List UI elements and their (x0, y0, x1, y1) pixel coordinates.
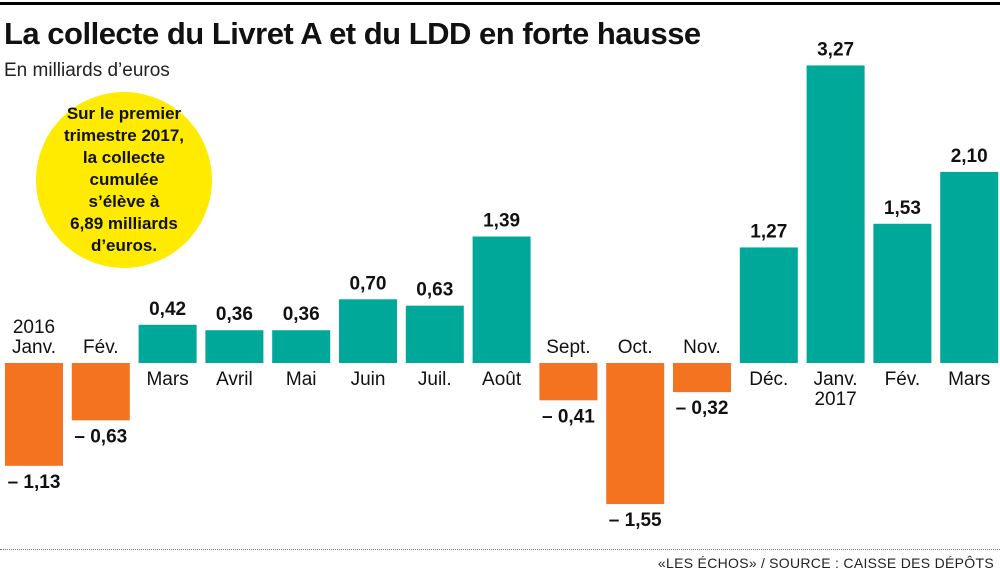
bar (472, 236, 531, 363)
chart-subtitle: En milliards d’euros (4, 60, 170, 81)
data-label: 0,36 (216, 304, 253, 325)
year-label: 2017 (814, 389, 856, 410)
top-rule (0, 2, 1000, 5)
bar (673, 363, 731, 393)
tick-label: Janv. (814, 369, 858, 390)
data-label: 0,70 (350, 273, 387, 294)
bar (138, 324, 197, 363)
tick-label: Sept. (546, 337, 590, 358)
source-credit: SOURCE : CAISSE DES DÉPÔTS (769, 555, 994, 571)
bar (71, 363, 130, 421)
tick-label: Avril (216, 369, 253, 390)
tick-label: Août (482, 369, 522, 390)
data-label: 0,42 (149, 299, 186, 320)
bar (539, 363, 598, 401)
data-label: 2,10 (951, 146, 988, 167)
data-label: 0,36 (283, 304, 320, 325)
footer-rule (0, 549, 1000, 550)
tick-label: Mars (948, 369, 990, 390)
callout-text: Sur le premier trimestre 2017, la collec… (63, 104, 185, 255)
bar (739, 247, 798, 363)
data-label: – 0,32 (676, 398, 729, 419)
chart-title: La collecte du Livret A et du LDD en for… (4, 16, 701, 51)
tick-label: Mai (286, 369, 317, 390)
tick-label: Juil. (418, 369, 452, 390)
bar (873, 223, 932, 363)
data-label: – 0,63 (74, 426, 127, 447)
year-label: 2016 (13, 317, 55, 338)
tick-label: Nov. (683, 337, 721, 358)
data-label: 1,39 (483, 211, 520, 232)
tick-label: Janv. (12, 337, 56, 358)
tick-label: Fév. (83, 337, 119, 358)
data-label: 1,53 (884, 198, 921, 219)
bar (606, 363, 665, 505)
callout-bubble: Sur le premier trimestre 2017, la collec… (36, 92, 212, 268)
bar (940, 171, 999, 363)
tick-label: Mars (146, 369, 188, 390)
data-label: 1,27 (750, 221, 787, 242)
data-label: – 1,13 (8, 472, 61, 493)
bar (339, 299, 397, 363)
data-label: 0,63 (416, 280, 453, 301)
data-label: 3,27 (817, 39, 854, 60)
data-label: – 0,41 (542, 406, 595, 427)
bar (405, 305, 464, 363)
tick-label: Juin (351, 369, 386, 390)
data-label: – 1,55 (609, 510, 662, 531)
tick-label: Oct. (618, 337, 653, 358)
tick-label: Fév. (885, 369, 921, 390)
bar (5, 363, 63, 466)
publisher-credit: «LES ÉCHOS» (657, 555, 757, 571)
bar (806, 65, 865, 364)
source-line: «LES ÉCHOS» / SOURCE : CAISSE DES DÉPÔTS (657, 555, 994, 571)
bar (272, 330, 331, 363)
bar (205, 330, 264, 363)
tick-label: Déc. (749, 369, 788, 390)
